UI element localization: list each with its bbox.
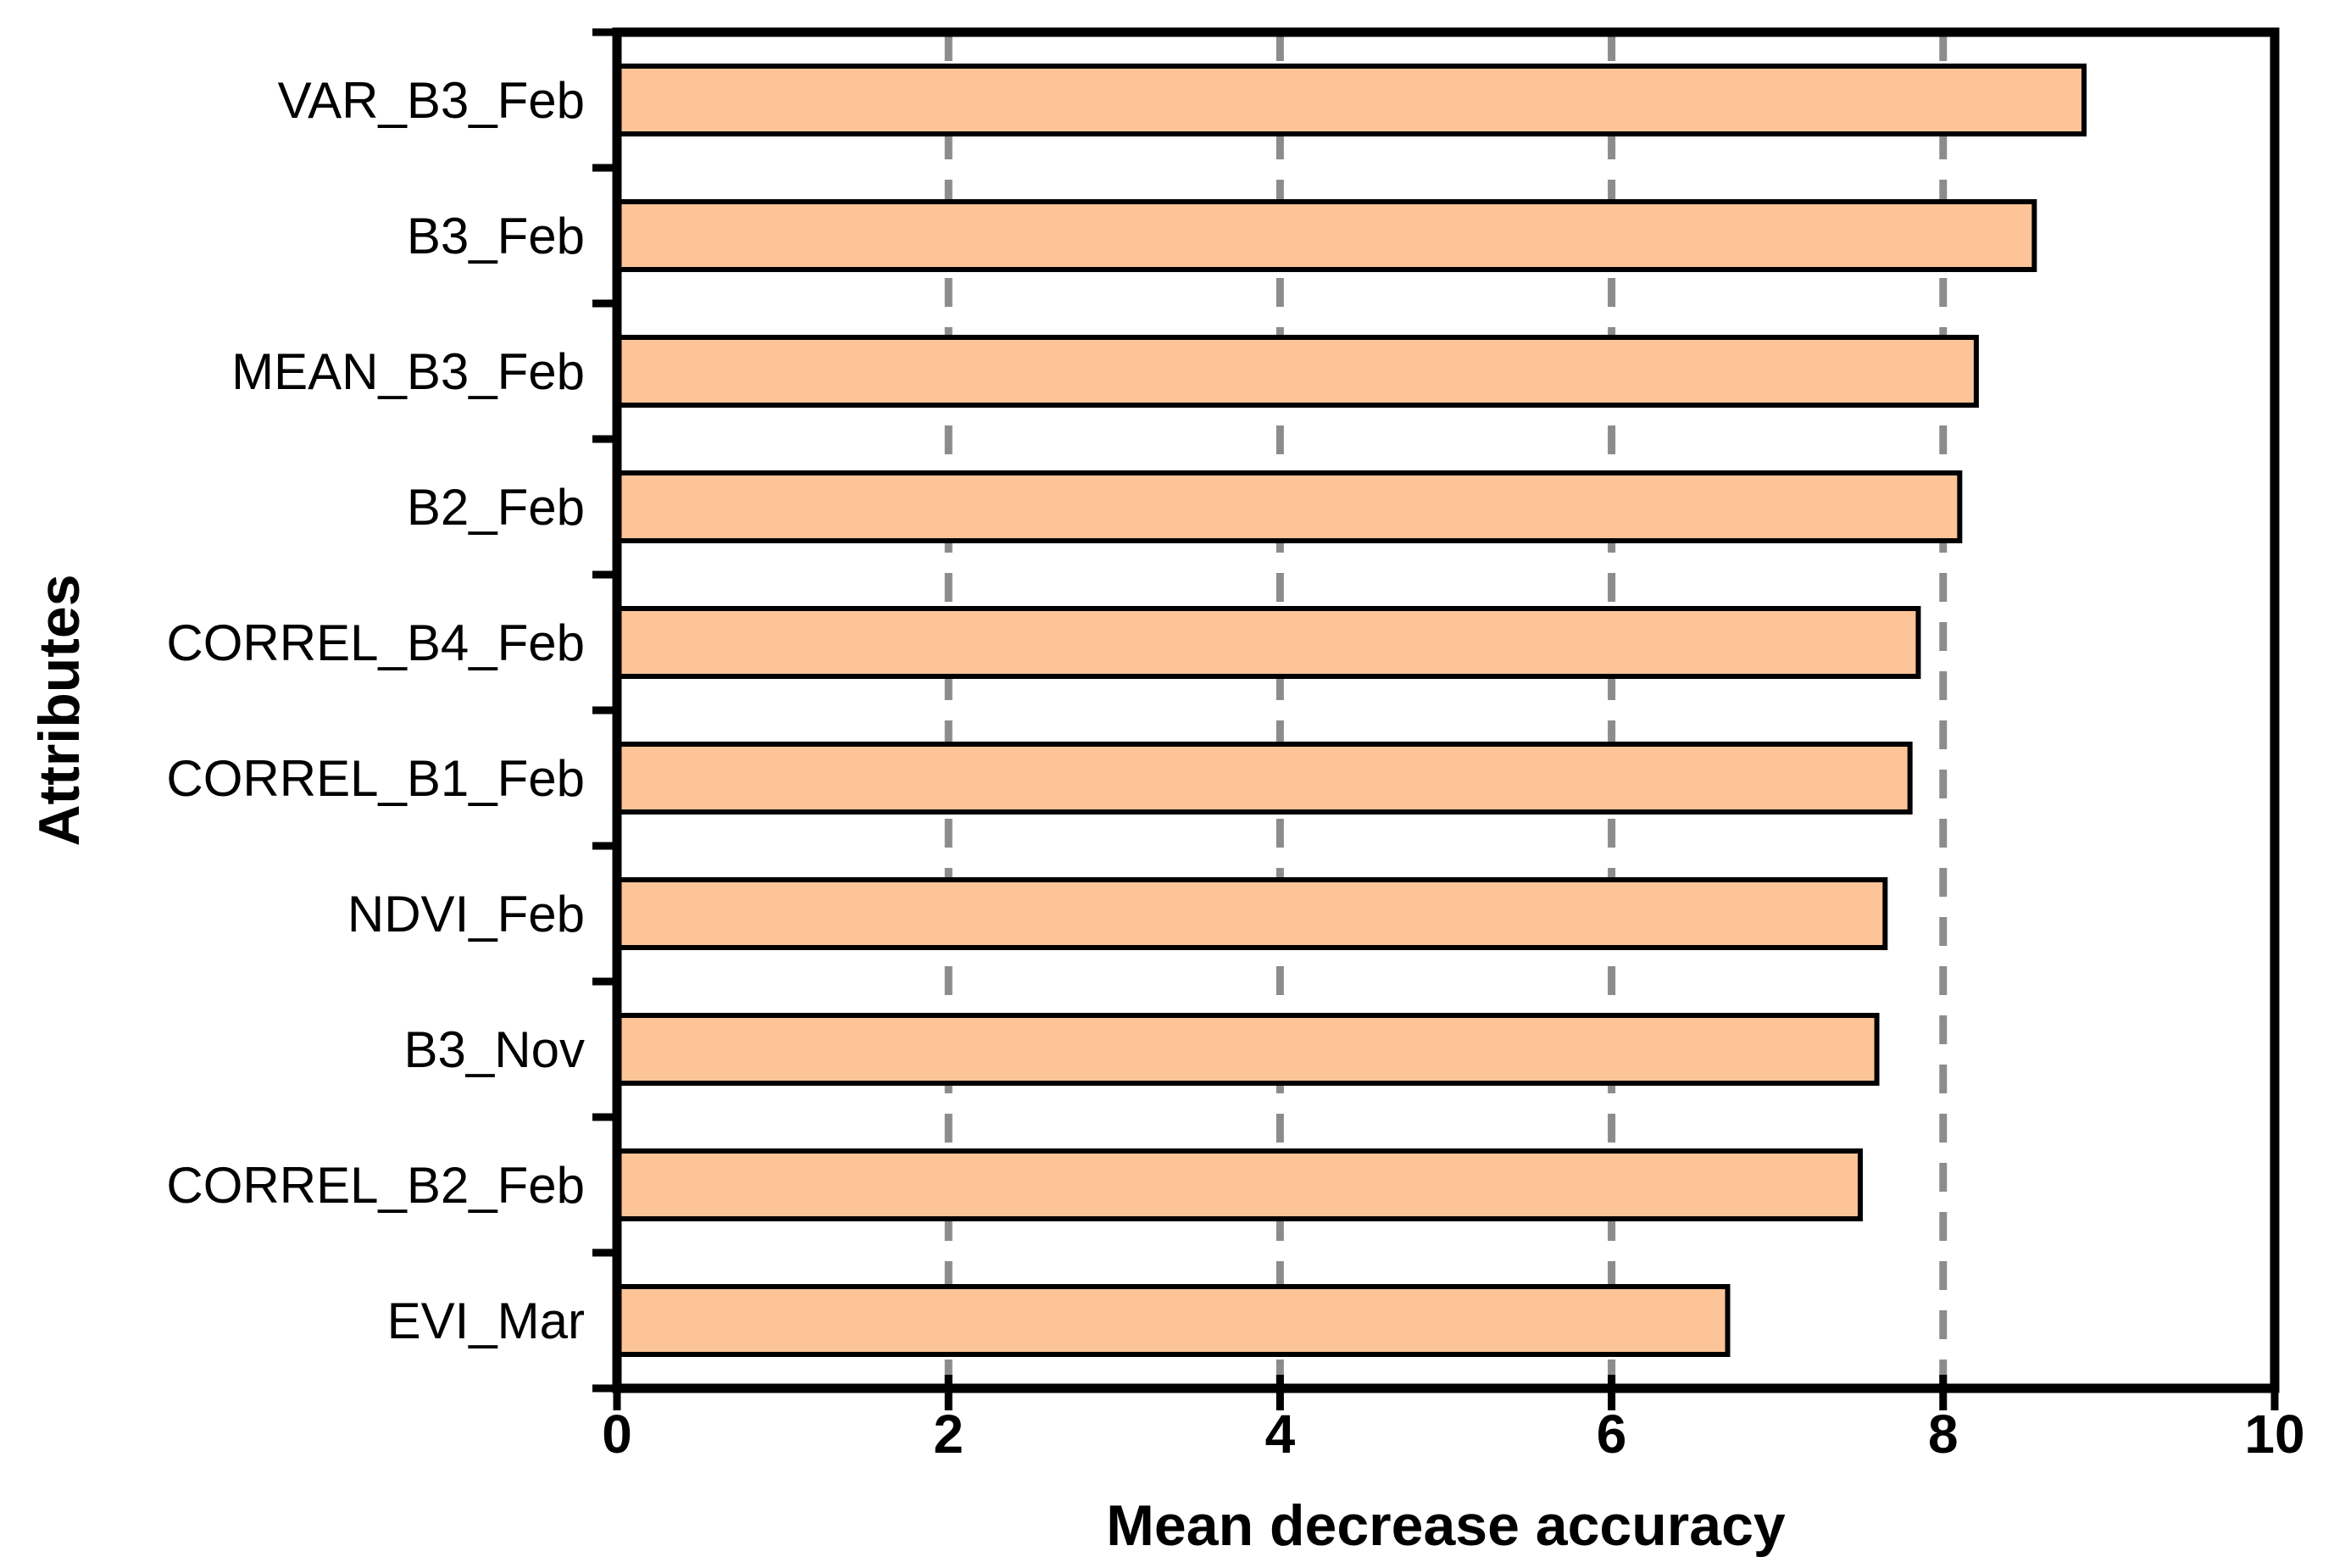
y-category-label-evi-mar: EVI_Mar xyxy=(387,1293,585,1349)
y-category-label-b3-nov: B3_Nov xyxy=(404,1021,585,1078)
bar-var-b3-feb xyxy=(614,64,2087,136)
bar-b3-feb xyxy=(614,199,2037,272)
y-category-label-correl-b4-feb: CORREL_B4_Feb xyxy=(166,614,585,671)
y-category-label-correl-b2-feb: CORREL_B2_Feb xyxy=(166,1157,585,1214)
bar-mean-b3-feb xyxy=(614,335,1979,408)
y-category-label-ndvi-feb: NDVI_Feb xyxy=(347,886,585,942)
bar-ndvi-feb xyxy=(614,877,1888,950)
y-category-label-correl-b1-feb: CORREL_B1_Feb xyxy=(166,750,585,807)
x-tick-label-4: 4 xyxy=(1265,1404,1296,1465)
x-tick-label-2: 2 xyxy=(933,1404,964,1465)
x-axis-title: Mean decrease accuracy xyxy=(1106,1493,1786,1558)
bar-correl-b4-feb xyxy=(614,606,1921,679)
x-tick-label-6: 6 xyxy=(1597,1404,1627,1465)
x-tick-label-8: 8 xyxy=(1928,1404,1959,1465)
y-category-label-var-b3-feb: VAR_B3_Feb xyxy=(278,72,585,129)
bar-b3-nov xyxy=(614,1013,1880,1086)
y-axis-title: Attributes xyxy=(27,574,92,847)
x-tick-label-0: 0 xyxy=(602,1404,632,1465)
bar-correl-b2-feb xyxy=(614,1148,1863,1221)
y-category-label-b2-feb: B2_Feb xyxy=(407,479,585,536)
y-category-label-mean-b3-feb: MEAN_B3_Feb xyxy=(231,343,585,400)
bar-correl-b1-feb xyxy=(614,742,1913,815)
bar-evi-mar xyxy=(614,1284,1731,1357)
plot-frame xyxy=(612,27,2280,1393)
y-category-label-b3-feb: B3_Feb xyxy=(407,208,585,264)
x-tick-label-10: 10 xyxy=(2244,1404,2304,1465)
bar-b2-feb xyxy=(614,470,1963,543)
